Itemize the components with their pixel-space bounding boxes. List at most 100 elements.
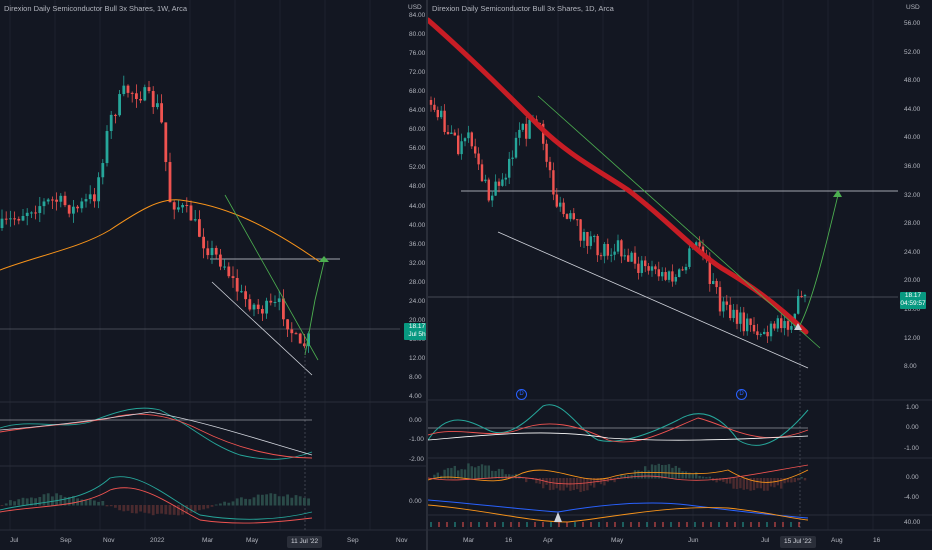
candle-body — [164, 122, 168, 163]
candle-body — [0, 218, 4, 228]
candle-body — [30, 212, 33, 214]
histogram-bar — [227, 502, 231, 506]
candle-body — [34, 212, 37, 214]
histogram-bar — [156, 505, 159, 514]
candle-body — [101, 163, 105, 178]
histogram-bar — [474, 467, 477, 479]
candle-body — [126, 85, 130, 93]
histogram-bar — [298, 496, 302, 506]
candle-body — [664, 272, 667, 280]
weekly-chart-pane[interactable]: Direxion Daily Semiconductor Bull 3x Sha… — [0, 0, 426, 550]
volume-signal-line — [428, 504, 809, 523]
histogram-bar — [307, 498, 310, 506]
histogram-bar — [443, 469, 446, 479]
histogram-bar — [535, 478, 538, 484]
weekly-price-axis-label: 24.00 — [409, 297, 426, 305]
histogram-bar — [511, 474, 514, 479]
histogram-bar — [470, 466, 473, 479]
daily-price-axis-label: 52.00 — [904, 48, 921, 56]
histogram-bar — [0, 505, 4, 506]
candle-body — [773, 323, 776, 329]
histogram-bar — [800, 476, 803, 479]
histogram-bar — [105, 505, 109, 507]
dividend-marker-icon[interactable]: D — [516, 389, 527, 400]
pane-divider[interactable] — [426, 0, 428, 550]
candle-body — [122, 85, 126, 95]
candle-body — [790, 326, 793, 330]
candle-body — [555, 194, 558, 207]
weekly-price-axis-label: 40.00 — [409, 221, 426, 229]
histogram-bar — [701, 476, 705, 479]
histogram-bar — [484, 465, 487, 479]
histogram-bar — [654, 465, 657, 479]
histogram-bar — [640, 471, 643, 479]
daily-price-axis-label: 40.00 — [904, 134, 921, 142]
histogram-bar — [67, 496, 71, 506]
histogram-bar — [508, 474, 511, 479]
histogram-bar — [282, 496, 285, 506]
histogram-bar — [657, 463, 660, 479]
candle-body — [88, 194, 92, 200]
weekly-sub1-label-1: -1.00 — [409, 436, 424, 443]
candle-body — [569, 213, 572, 219]
histogram-bar — [88, 499, 92, 506]
candle-body — [613, 251, 616, 255]
histogram-bar — [446, 468, 450, 479]
weekly-chart-canvas[interactable] — [0, 0, 426, 550]
candle-body — [650, 266, 654, 271]
candle-body — [460, 141, 463, 155]
daily-price-axis-label: 12.00 — [904, 334, 921, 342]
histogram-bar — [252, 497, 256, 506]
candle-body — [42, 201, 46, 207]
histogram-bar — [135, 505, 138, 514]
histogram-bar — [562, 478, 565, 491]
candle-body — [93, 194, 96, 202]
candle-body — [4, 218, 8, 220]
weekly-time-axis-label: Sep — [347, 537, 359, 544]
candle-body — [657, 269, 660, 277]
candle-body — [156, 103, 159, 108]
histogram-bar — [579, 478, 582, 493]
candle-body — [286, 319, 289, 330]
histogram-bar — [97, 501, 100, 506]
candle-body — [552, 170, 555, 195]
histogram-bar — [698, 475, 701, 479]
histogram-bar — [722, 478, 725, 482]
candle-body — [105, 131, 109, 164]
histogram-bar — [460, 469, 463, 479]
histogram-bar — [667, 464, 671, 479]
histogram-bar — [756, 478, 759, 489]
candle-body — [565, 214, 569, 219]
candle-body — [463, 138, 467, 142]
histogram-bar — [219, 503, 222, 506]
weekly-price-axis-label: 20.00 — [409, 316, 426, 324]
histogram-bar — [38, 497, 42, 506]
candle-body — [698, 242, 701, 247]
candle-body — [307, 333, 310, 347]
daily-chart-canvas[interactable] — [428, 0, 932, 550]
histogram-bar — [525, 478, 528, 483]
histogram-bar — [143, 505, 147, 513]
histogram-bar — [122, 505, 126, 512]
dividend-marker-icon[interactable]: D — [736, 389, 747, 400]
histogram-bar — [793, 478, 796, 483]
histogram-bar — [695, 472, 698, 479]
histogram-bar — [613, 478, 616, 483]
weekly-price-axis-label: 60.00 — [409, 126, 426, 134]
momentum-line — [428, 469, 809, 483]
histogram-bar — [55, 493, 58, 506]
histogram-bar — [248, 499, 252, 506]
candle-body — [725, 301, 728, 305]
daily-chart-pane[interactable]: Direxion Daily Semiconductor Bull 3x Sha… — [428, 0, 932, 550]
histogram-bar — [436, 472, 439, 479]
candle-body — [616, 240, 620, 252]
downtrend-line — [537, 95, 821, 349]
candle-body — [497, 181, 501, 186]
weekly-time-axis-label: Mar — [202, 537, 214, 544]
histogram-bar — [177, 505, 180, 516]
candle-body — [177, 207, 180, 210]
weekly-price-axis-label: 44.00 — [409, 202, 426, 210]
weekly-price-axis-label: 48.00 — [409, 183, 426, 191]
candle-body — [640, 260, 643, 273]
histogram-bar — [596, 478, 599, 483]
